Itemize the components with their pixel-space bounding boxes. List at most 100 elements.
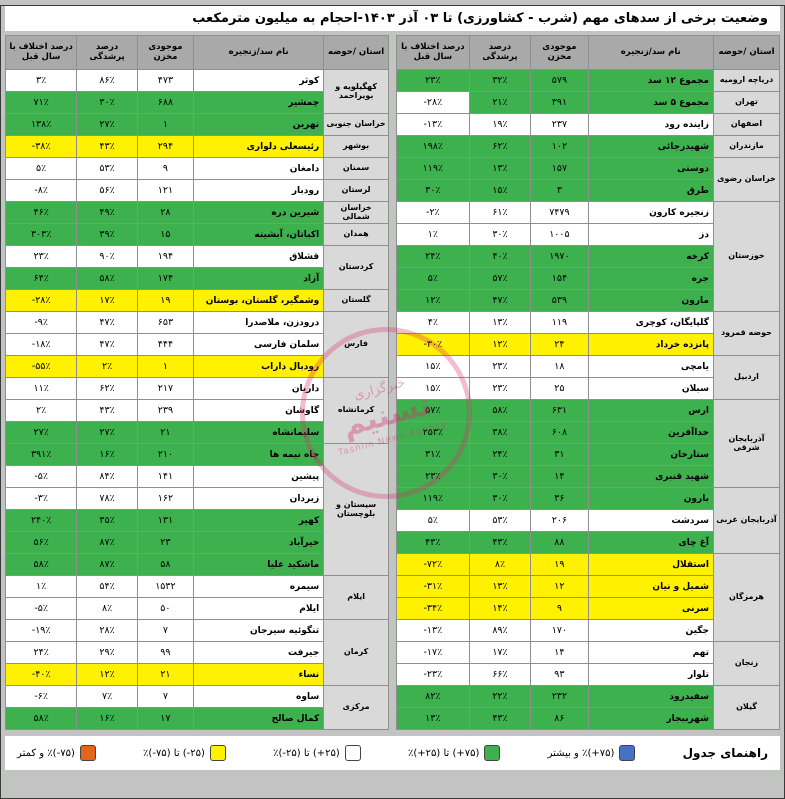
fill-percent-cell: ۵۷٪ <box>468 267 532 290</box>
dam-name-cell: تنگوئیه سیرجان <box>192 619 325 642</box>
diff-percent-cell: -۱۸٪ <box>4 333 78 356</box>
fill-percent-cell: ۳۹٪ <box>76 223 138 246</box>
diff-percent-cell: -۳٪ <box>4 487 78 510</box>
fill-percent-cell: ۱۵٪ <box>468 179 532 202</box>
table-row: خراسان شمالی شیرین دره ۲۸ ۴۹٪ ۴۶٪ <box>4 201 389 224</box>
stock-cell: ۱۴۱ <box>136 465 195 488</box>
dam-name-cell: دز <box>587 223 714 246</box>
province-cell: زنجان <box>712 641 781 686</box>
province-cell: مرکزی <box>323 685 389 730</box>
dam-name-cell: زیردان <box>192 487 325 510</box>
fill-percent-cell: ۴۷٪ <box>76 311 138 334</box>
column-header-2: موجودی مخزن <box>530 35 589 70</box>
fill-percent-cell: ۲۲٪ <box>468 685 532 708</box>
table-row: سرنی ۹ ۱۴٪ -۳۴٪ <box>396 597 780 620</box>
province-cell: آذربایجان شرقی <box>712 399 781 488</box>
legend: راهنمای جدول (۷۵+)٪ و بیشتر (۷۵+) تا (۲۵+… <box>5 736 780 770</box>
stock-cell: ۱۲ <box>530 575 589 598</box>
stock-cell: ۵۰ <box>136 597 195 620</box>
table-body: کهگیلویه و بویراحمد کوثر ۴۷۳ ۸۶٪ ۳٪ چمشیر ۶۸۸ ۳… <box>4 69 389 730</box>
table-row: نساء ۲۱ ۱۲٪ -۴۰٪ <box>4 663 389 686</box>
fill-percent-cell: ۷۸٪ <box>76 487 138 510</box>
diff-percent-cell: ۲٪ <box>4 399 78 422</box>
diff-percent-cell: ۱۱۹٪ <box>396 157 470 180</box>
fill-percent-cell: ۴۷٪ <box>468 289 532 312</box>
dam-name-cell: خداآفرین <box>587 421 714 444</box>
table-row: تهران مجموع ۵ سد ۳۹۱ ۲۱٪ -۲۸٪ <box>396 91 781 114</box>
province-cell: خراسان رضوی <box>712 157 781 202</box>
diff-percent-cell: ۱۳۸٪ <box>4 113 78 136</box>
province-cell: حوضه قمرود <box>712 311 781 356</box>
province-cell: آذربایجان غربی <box>712 487 781 554</box>
stock-cell: ۲۱۷ <box>136 377 195 400</box>
legend-item-white: (۲۵+) تا (۲۵-)٪ <box>273 745 361 761</box>
legend-item-label: (۷۵+) تا (۲۵+)٪ <box>408 747 480 759</box>
stock-cell: ۷ <box>136 619 195 642</box>
diff-percent-cell: -۵٪ <box>4 597 78 620</box>
table-row: بوشهر رئیسعلی دلواری ۲۹۴ ۴۳٪ -۳۸٪ <box>4 135 389 158</box>
diff-percent-cell: ۵۶٪ <box>4 531 78 554</box>
dam-name-cell: اکباتان، آبشینه <box>192 223 325 246</box>
table-row: زنجان تهم ۱۴ ۱۷٪ -۱۷٪ <box>396 641 781 686</box>
diff-percent-cell: -۲۳٪ <box>396 663 470 686</box>
legend-item-label: (۲۵+) تا (۲۵-)٪ <box>273 747 340 759</box>
dam-name-cell: تهم <box>587 641 714 664</box>
table-row: پانزده خرداد ۲۴ ۱۲٪ -۳۰٪ <box>396 333 780 356</box>
table-row: جره ۱۵۴ ۵۷٪ ۵٪ <box>396 267 780 290</box>
fill-percent-cell: ۴۳٪ <box>76 135 138 158</box>
fill-percent-cell: ۸٪ <box>76 597 138 620</box>
table-row: آزاد ۱۷۴ ۵۸٪ ۶۴٪ <box>4 267 389 290</box>
dam-name-cell: تلوار <box>587 663 714 686</box>
legend-item-yellow: (۲۵-) تا (۷۵-)٪ <box>143 745 226 761</box>
diff-percent-cell: ۵٪ <box>4 157 78 180</box>
table-row: فارس درودزن، ملاصدرا ۶۵۳ ۴۷٪ -۹٪ <box>4 311 389 378</box>
dam-name-cell: زنجیره کارون <box>587 201 714 224</box>
diff-percent-cell: ۲۷٪ <box>4 421 78 444</box>
stock-cell: ۲۱ <box>136 421 195 444</box>
fill-percent-cell: ۳۰٪ <box>468 465 532 488</box>
diff-percent-cell: ۳۱٪ <box>396 443 470 466</box>
legend-swatch-blue <box>619 745 636 761</box>
fill-percent-cell: ۵۶٪ <box>76 179 138 202</box>
dam-name-cell: شهید قنبری <box>587 465 714 488</box>
diff-percent-cell: ۵٪ <box>396 267 470 290</box>
diff-percent-cell: -۳۱٪ <box>396 575 470 598</box>
fill-percent-cell: ۲۴٪ <box>468 443 532 466</box>
stock-cell: ۲۹۴ <box>136 135 195 158</box>
header-row: استان /حوضه نام سد/زنجیره موجودی مخزن درصد … <box>396 35 781 70</box>
province-cell: مازندران <box>712 135 781 158</box>
stock-cell: ۲۴ <box>530 333 589 356</box>
stock-cell: ۶۰۸ <box>530 421 589 444</box>
province-cell: اردبیل <box>712 355 781 400</box>
dams-table-right: استان /حوضه نام سد/زنجیره موجودی مخزن درصد … <box>396 35 781 730</box>
province-cell: خراسان شمالی <box>323 201 389 224</box>
table-row: همدان اکباتان، آبشینه ۱۵ ۳۹٪ ۳۰۳٪ <box>4 223 389 246</box>
dam-name-cell: گلپایگان، کوچری <box>587 311 714 334</box>
fill-percent-cell: ۴۳٪ <box>76 399 138 422</box>
table-row: کرمانشاه داریان ۲۱۷ ۶۲٪ ۱۱٪ <box>4 377 389 444</box>
stock-cell: ۱۲۱ <box>136 179 195 202</box>
diff-percent-cell: ۴۶٪ <box>4 201 78 224</box>
stock-cell: ۱۹۴ <box>136 245 195 268</box>
diff-percent-cell: -۵۵٪ <box>4 355 78 378</box>
stock-cell: ۵۳۹ <box>530 289 589 312</box>
diff-percent-cell: ۲۴۰٪ <box>4 509 78 532</box>
fill-percent-cell: ۱۳٪ <box>468 157 532 180</box>
dam-name-cell: سرنی <box>587 597 714 620</box>
province-cell: لرستان <box>323 179 389 202</box>
table-row: آذربایجان غربی بارون ۳۶ ۳۰٪ ۱۱۹٪ <box>396 487 781 554</box>
table-row: آغ چای ۸۸ ۴۳٪ ۴۳٪ <box>396 531 780 554</box>
dam-name-cell: زاینده رود <box>587 113 714 136</box>
stock-cell: ۷ <box>136 685 195 708</box>
stock-cell: ۲۳۹ <box>136 399 195 422</box>
diff-percent-cell: ۴۳٪ <box>396 531 470 554</box>
dam-name-cell: دامغان <box>192 157 325 180</box>
table-row: جیرفت ۹۹ ۲۹٪ ۲۴٪ <box>4 641 389 664</box>
province-cell: فارس <box>323 311 389 378</box>
table-row: ستارخان ۳۱ ۲۴٪ ۳۱٪ <box>396 443 780 466</box>
stock-cell: ۲۳۷ <box>530 113 589 136</box>
stock-cell: ۸۶ <box>530 707 589 730</box>
fill-percent-cell: ۵۳٪ <box>76 157 138 180</box>
dam-name-cell: چاه نیمه ها <box>192 443 325 466</box>
legend-item-blue: (۷۵+)٪ و بیشتر <box>548 745 636 761</box>
